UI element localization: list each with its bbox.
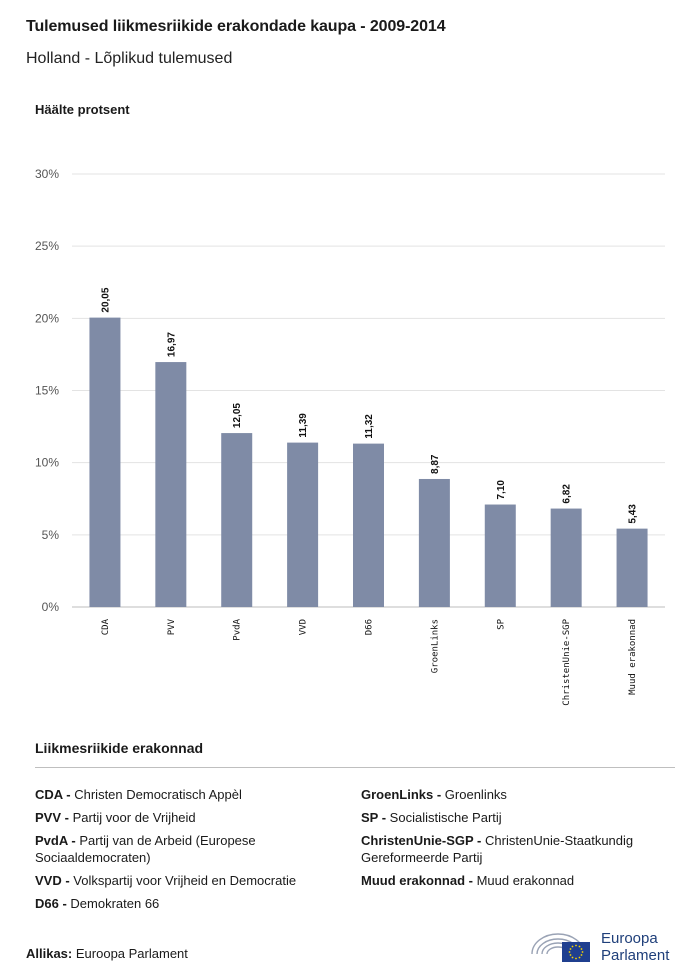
legend-item: Muud erakonnad - Muud erakonnad: [361, 872, 661, 889]
parliament-hemicycle-icon: [531, 933, 590, 962]
x-tick-label: PvdA: [233, 618, 243, 640]
value-label: 20,05: [100, 287, 111, 312]
chart-subtitle: Holland - Lõplikud tulemused: [26, 50, 233, 67]
x-tick-label: Muud erakonnad: [628, 619, 638, 695]
chart-title: Tulemused liikmesriikide erakondade kaup…: [26, 18, 446, 35]
bar-christenunie-sgp: [550, 508, 582, 607]
legend-item: VVD - Volkspartij voor Vrijheid en Democ…: [35, 872, 335, 889]
legend-item: PvdA - Partij van de Arbeid (Europese So…: [35, 832, 335, 866]
legend-abbr: GroenLinks -: [361, 787, 442, 802]
legend-column-right: GroenLinks - Groenlinks SP - Socialistisc…: [361, 786, 661, 895]
x-tick-label: CDA: [101, 618, 111, 635]
legend-abbr: D66 -: [35, 896, 67, 911]
legend-party-name: ChristenUnie-Staatkundig Gereformeerde P…: [361, 833, 634, 865]
value-label: 5,43: [628, 504, 639, 524]
legend-abbr: Muud erakonnad -: [361, 873, 473, 888]
y-tick-label: 5%: [42, 528, 60, 542]
legend-title: Liikmesriikide erakonnad: [35, 740, 204, 756]
legend-item: ChristenUnie-SGP - ChristenUnie-Staatkun…: [361, 832, 661, 866]
legend-party-name: Demokraten 66: [66, 896, 160, 911]
y-tick-label: 0%: [42, 600, 60, 614]
legend-abbr: CDA -: [35, 787, 71, 802]
bar-muud-erakonnad: [616, 528, 648, 607]
legend-item: D66 - Demokraten 66: [35, 895, 335, 912]
bar-sp: [484, 504, 516, 607]
legend-party-name: Socialistische Partij: [386, 810, 502, 825]
x-tick-label: ChristenUnie-SGP: [562, 618, 572, 705]
logo-line-2: Parlament: [601, 947, 670, 964]
legend-party-name: Christen Democratisch Appèl: [70, 787, 242, 802]
bar-vvd: [287, 442, 319, 607]
legend-party-name: Volkspartij voor Vrijheid en Democratie: [69, 873, 297, 888]
legend-item: SP - Socialistische Partij: [361, 809, 661, 826]
legend-column-left: CDA - Christen Democratisch Appèl PVV - P…: [35, 786, 335, 918]
legend-party-name: Partij van de Arbeid (Europese Sociaalde…: [35, 833, 256, 865]
source-value: Euroopa Parlament: [75, 946, 188, 961]
legend-item: GroenLinks - Groenlinks: [361, 786, 661, 803]
value-label: 16,97: [166, 332, 177, 357]
x-tick-label: SP: [496, 618, 506, 629]
x-tick-label: GroenLinks: [430, 619, 440, 673]
legend-abbr: SP -: [361, 810, 387, 825]
legend-abbr: PVV -: [35, 810, 69, 825]
y-tick-label: 10%: [35, 456, 59, 470]
y-tick-label: 20%: [35, 311, 59, 325]
source-label: Allikas:: [26, 946, 73, 961]
y-tick-label: 15%: [35, 384, 59, 398]
legend-party-name: Muud erakonnad: [472, 873, 575, 888]
bar-pvda: [221, 433, 253, 607]
logo-wordmark: Euroopa Parlament: [601, 930, 669, 964]
value-label: 6,82: [562, 484, 573, 504]
legend-item: CDA - Christen Democratisch Appèl: [35, 786, 335, 803]
x-tick-label: VVD: [299, 619, 309, 635]
bar-cda: [89, 317, 121, 607]
value-label: 11,39: [298, 413, 309, 438]
y-tick-label: 25%: [35, 239, 59, 253]
y-axis-label: Häälte protsent: [35, 102, 130, 117]
value-label: 11,32: [364, 414, 375, 439]
y-tick-label: 30%: [35, 167, 59, 181]
legend-divider: [35, 767, 675, 768]
x-tick-label: PVV: [167, 618, 177, 635]
legend-abbr: VVD -: [35, 873, 70, 888]
legend-abbr: PvdA -: [35, 833, 76, 848]
value-label: 8,87: [430, 454, 441, 474]
source-note: Allikas: Euroopa Parlament: [26, 946, 188, 961]
legend-party-name: Partij voor de Vrijheid: [68, 810, 196, 825]
bar-groenlinks: [418, 478, 450, 607]
value-label: 12,05: [232, 403, 243, 428]
european-parliament-logo: Euroopa Parlament: [528, 924, 678, 968]
value-label: 7,10: [496, 480, 507, 500]
legend-item: PVV - Partij voor de Vrijheid: [35, 809, 335, 826]
logo-line-1: Euroopa: [601, 930, 658, 947]
legend-party-name: Groenlinks: [441, 787, 507, 802]
bar-chart: 0% 5% 10% 15% 20% 25% 30% 20,05 CDA 16,97 PVV 12,05…: [35, 167, 665, 706]
x-tick-label: D66: [365, 619, 375, 635]
bar-pvv: [155, 362, 187, 607]
bar-d66: [353, 443, 384, 607]
legend-abbr: ChristenUnie-SGP -: [361, 833, 482, 848]
